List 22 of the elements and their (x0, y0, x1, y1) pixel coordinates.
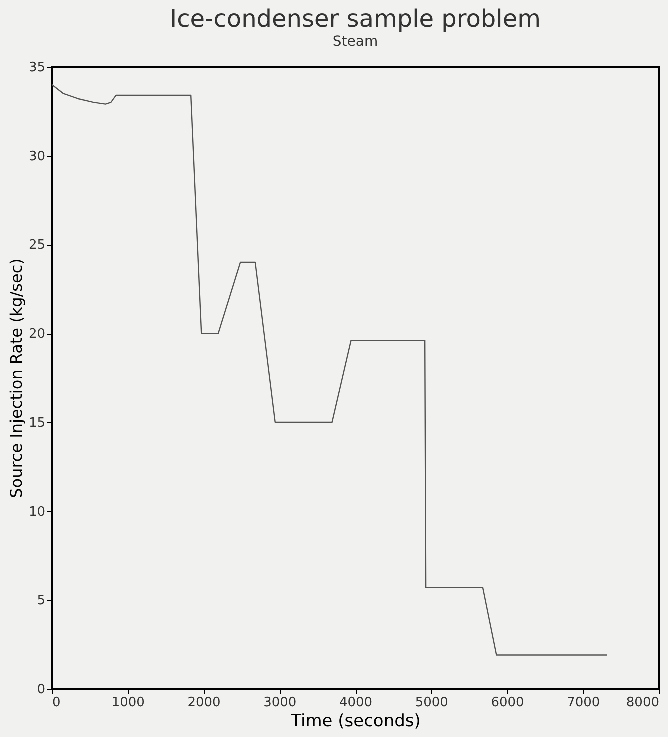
x-tick-label: 6000 (491, 696, 524, 710)
line-series (51, 84, 608, 656)
y-axis-title: Source Injection Rate (kg/sec) (6, 258, 26, 498)
y-tick-label: 35 (28, 60, 46, 76)
y-tick-label: 10 (28, 504, 46, 520)
y-tick-label: 5 (37, 594, 46, 609)
y-tick-label: 15 (28, 416, 46, 431)
y-tick-label: 20 (28, 327, 46, 342)
x-tick-label: 3000 (264, 696, 297, 710)
x-tick-label: 1000 (112, 696, 145, 710)
x-axis-title: Time (seconds) (290, 712, 421, 732)
x-tick-label: 5000 (415, 696, 448, 710)
chart-subtitle: Steam (332, 34, 378, 50)
y-tick-label: 25 (28, 238, 46, 254)
x-tick-label: 2000 (188, 696, 221, 710)
chart-title: Ice-condenser sample problem (170, 5, 541, 33)
y-tick-label: 30 (28, 149, 46, 164)
x-tick-label: 7000 (567, 696, 600, 710)
y-tick-label: 0 (37, 682, 46, 698)
x-tick-label: 8000 (626, 696, 660, 710)
x-tick-label: 0 (52, 696, 61, 710)
x-tick-label: 4000 (339, 696, 373, 710)
